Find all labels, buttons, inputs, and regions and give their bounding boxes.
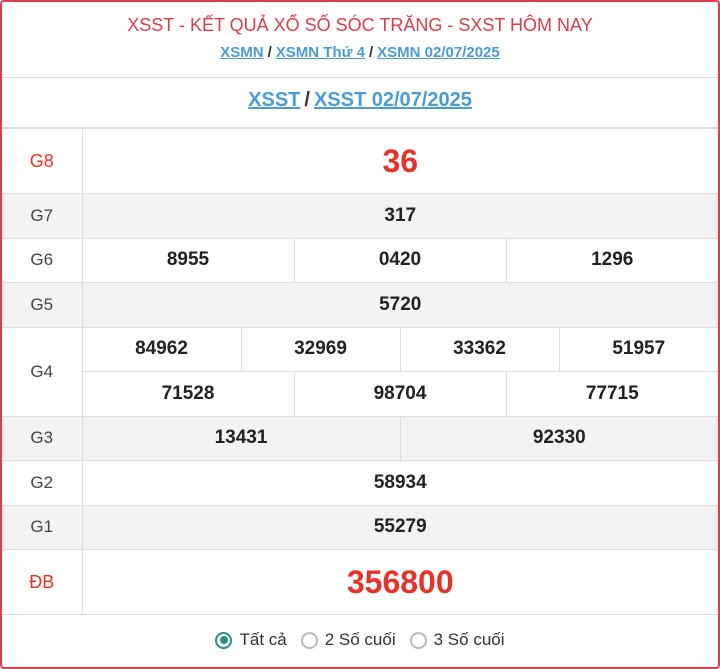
prize-label: G3	[2, 415, 83, 461]
separator: /	[304, 89, 310, 111]
row-g4b: 71528 98704 77715	[2, 371, 718, 417]
page-header: XSST - KẾT QUẢ XỔ SỐ SÓC TRĂNG - SXST HÔ…	[2, 2, 718, 78]
link-xsmn-date[interactable]: XSMN 02/07/2025	[377, 44, 500, 61]
link-xsmn[interactable]: XSMN	[220, 44, 264, 61]
link-xsmn-thu4[interactable]: XSMN Thứ 4	[275, 44, 365, 61]
sub-breadcrumb: XSST / XSST 02/07/2025	[2, 78, 718, 128]
digit-filter: Tất cả 2 Số cuối 3 Số cuối	[2, 613, 718, 667]
filter-label: 3 Số cuối	[433, 630, 505, 649]
link-xsst[interactable]: XSST	[248, 89, 301, 111]
row-g6: G6 8955 0420 1296	[2, 237, 718, 283]
prize-number: 84962	[81, 326, 242, 372]
row-g7: G7 317	[2, 193, 718, 239]
prize-number: 356800	[81, 549, 718, 615]
prize-label: G7	[2, 193, 83, 239]
prize-number: 5720	[81, 282, 718, 328]
prize-number: 98704	[293, 371, 507, 417]
prize-number: 36	[81, 128, 718, 194]
prize-number: 13431	[81, 415, 401, 461]
row-g5: G5 5720	[2, 282, 718, 328]
row-g3: G3 13431 92330	[2, 415, 718, 461]
prize-label: G1	[2, 504, 83, 550]
separator: /	[368, 44, 374, 61]
prize-number: 8955	[81, 237, 295, 283]
prize-label: ĐB	[2, 549, 83, 615]
row-g2: G2 58934	[2, 460, 718, 506]
link-xsst-date[interactable]: XSST 02/07/2025	[313, 89, 472, 111]
filter-last-2[interactable]: 2 Số cuối	[300, 630, 396, 650]
radio-unchecked-icon[interactable]	[300, 631, 318, 649]
prize-number: 0420	[293, 237, 507, 283]
prize-label: G5	[2, 282, 83, 328]
prize-number: 92330	[399, 415, 718, 461]
prize-number: 317	[81, 193, 718, 239]
breadcrumb: XSMN / XSMN Thứ 4/XSMN 02/07/2025	[2, 44, 718, 61]
row-g4: G4 84962 32969 33362 51957	[2, 326, 718, 417]
results-table: G8 36 G7 317 G6 8955 0420 1296 G5 5720 G4 84962…	[2, 128, 718, 615]
separator: /	[267, 44, 272, 61]
filter-label: 2 Số cuối	[324, 630, 396, 649]
prize-label: G6	[2, 237, 83, 283]
prize-number: 1296	[505, 237, 718, 283]
prize-label: G2	[2, 460, 83, 506]
prize-number: 71528	[81, 371, 295, 417]
prize-number: 33362	[399, 326, 560, 372]
page-title: XSST - KẾT QUẢ XỔ SỐ SÓC TRĂNG - SXST HÔ…	[127, 15, 593, 35]
filter-all[interactable]: Tất cả	[215, 630, 287, 650]
filter-last-3[interactable]: 3 Số cuối	[409, 630, 505, 650]
row-db: ĐB 356800	[2, 549, 718, 615]
prize-number: 55279	[81, 504, 718, 550]
row-g8: G8 36	[2, 128, 718, 194]
prize-label: G8	[2, 128, 83, 194]
prize-number: 58934	[81, 460, 718, 506]
prize-number: 51957	[558, 326, 718, 372]
row-g1: G1 55279	[2, 504, 718, 550]
prize-number: 32969	[240, 326, 401, 372]
radio-checked-icon[interactable]	[215, 631, 233, 649]
prize-label: G4	[2, 326, 83, 417]
radio-unchecked-icon[interactable]	[409, 631, 427, 649]
prize-number: 77715	[505, 371, 718, 417]
filter-label: Tất cả	[239, 630, 287, 649]
